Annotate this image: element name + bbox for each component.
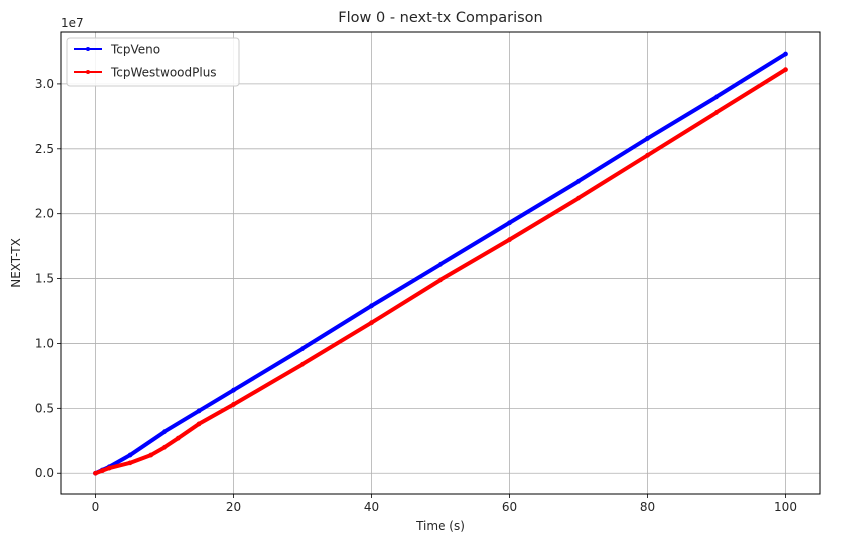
legend-marker-tcpveno — [86, 47, 90, 51]
series-point-tcpwestwoodplus — [196, 421, 202, 427]
x-tick-label: 60 — [502, 500, 517, 514]
series-point-tcpwestwoodplus — [300, 361, 305, 367]
legend-label-tcpwestwoodplus: TcpWestwoodPlus — [110, 66, 217, 80]
y-axis-label: NEXT-TX — [9, 238, 23, 288]
y-tick-label: 1.0 — [35, 336, 54, 350]
series-point-tcpwestwoodplus — [438, 277, 443, 283]
legend-label-tcpveno: TcpVeno — [110, 43, 160, 57]
series-point-tcpwestwoodplus — [127, 460, 133, 466]
legend-box — [66, 37, 240, 87]
x-tick-label: 40 — [364, 500, 379, 514]
series-point-tcpveno — [300, 346, 305, 352]
series-point-tcpveno — [231, 387, 236, 393]
series-point-tcpwestwoodplus — [507, 237, 512, 243]
series-point-tcpwestwoodplus — [783, 67, 788, 73]
x-tick-label: 80 — [640, 500, 655, 514]
series-point-tcpwestwoodplus — [231, 402, 236, 407]
series-point-tcpwestwoodplus — [714, 110, 719, 115]
y-tick-label: 2.0 — [35, 207, 54, 221]
x-ticks: 0 20 40 60 80 100 — [92, 494, 797, 514]
series-point-tcpveno — [369, 303, 374, 309]
legend-marker-tcpwestwoodplus — [86, 70, 90, 74]
series-point-tcpveno — [645, 136, 650, 141]
y-tick-label: 0.5 — [35, 401, 54, 415]
legend: TcpVeno TcpWestwoodPlus — [66, 37, 240, 87]
series-point-tcpwestwoodplus — [100, 468, 105, 474]
series-point-tcpwestwoodplus — [93, 470, 98, 476]
series-point-tcpveno — [714, 94, 719, 100]
series-point-tcpwestwoodplus — [369, 320, 374, 326]
x-tick-label: 20 — [226, 500, 241, 514]
y-ticks: 0.0 0.5 1.0 1.5 2.0 2.5 3.0 — [35, 77, 61, 480]
y-tick-label: 3.0 — [35, 77, 54, 91]
y-tick-label: 0.0 — [35, 466, 54, 480]
y-tick-label: 1.5 — [35, 272, 54, 286]
series-point-tcpveno — [162, 429, 167, 435]
series-point-tcpwestwoodplus — [175, 435, 181, 441]
x-axis-label: Time (s) — [415, 519, 465, 533]
series-point-tcpwestwoodplus — [148, 452, 154, 458]
y-offset-label: 1e7 — [61, 16, 84, 30]
series-point-tcpveno — [783, 51, 788, 57]
series-point-tcpveno — [127, 452, 133, 458]
series-layer — [93, 51, 788, 476]
plot-frame — [60, 31, 821, 495]
series-point-tcpwestwoodplus — [576, 195, 581, 201]
chart-title: Flow 0 - next-tx Comparison — [338, 10, 542, 26]
series-point-tcpwestwoodplus — [645, 152, 650, 158]
series-point-tcpwestwoodplus — [162, 444, 167, 450]
series-point-tcpveno — [507, 220, 512, 226]
x-tick-label: 0 — [92, 500, 100, 514]
y-tick-label: 2.5 — [35, 142, 54, 156]
series-point-tcpveno — [576, 178, 581, 184]
series-point-tcpveno — [438, 261, 443, 267]
series-point-tcpwestwoodplus — [106, 465, 112, 471]
series-point-tcpveno — [196, 408, 202, 414]
x-tick-label: 100 — [774, 500, 797, 514]
